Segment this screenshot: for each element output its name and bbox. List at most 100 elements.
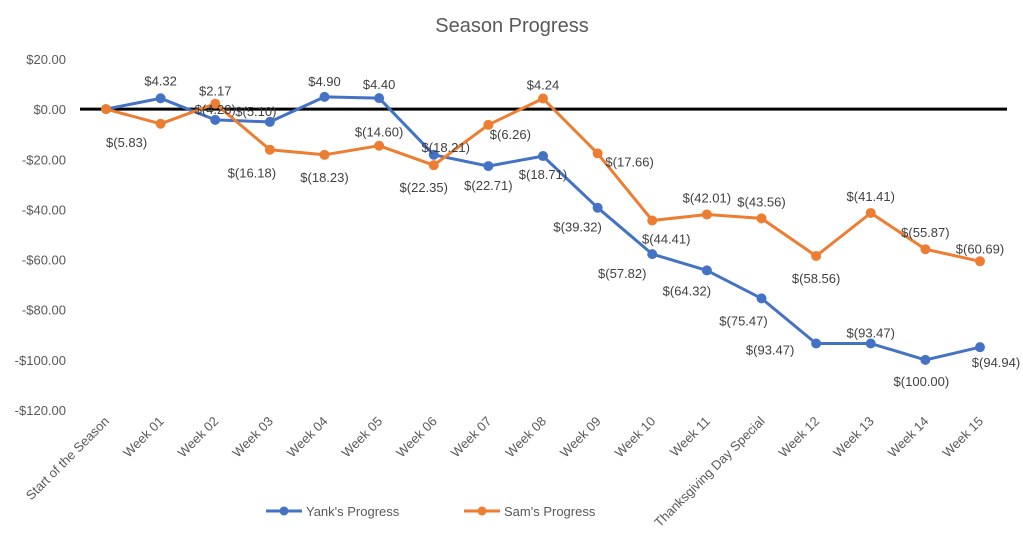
data-label-sam: $(16.18) [228, 166, 276, 181]
data-label-yank: $4.40 [363, 77, 396, 92]
data-point-yank[interactable] [428, 149, 439, 160]
legend-item-yank[interactable]: Yank's Progress [266, 504, 400, 519]
data-point-yank[interactable] [592, 202, 603, 213]
data-label-sam: $(44.41) [642, 231, 690, 246]
x-tick-label: Thanksgiving Day Special [651, 413, 767, 529]
data-label-sam: $(18.23) [300, 170, 348, 185]
data-label-yank: $(57.82) [598, 266, 646, 281]
data-label-yank: $(93.47) [847, 325, 895, 340]
data-label-yank: $(18.21) [422, 140, 470, 155]
data-point-yank[interactable] [538, 151, 548, 162]
data-point-sam[interactable] [647, 215, 658, 226]
x-tick-label: Week 08 [502, 414, 549, 461]
legend-marker-sam [477, 506, 487, 516]
x-tick-label: Week 06 [393, 414, 440, 461]
data-point-sam[interactable] [975, 256, 985, 267]
y-tick-label: -$60.00 [22, 253, 66, 268]
x-tick-label: Week 01 [120, 414, 167, 461]
data-point-yank[interactable] [920, 354, 931, 365]
data-label-yank: $(75.47) [719, 313, 767, 328]
legend: Yank's Progress Sam's Progress [266, 504, 596, 519]
y-axis: $20.00 $0.00 -$20.00 -$40.00 -$60.00 -$80.00 -… [15, 52, 66, 418]
data-point-yank[interactable] [319, 91, 330, 102]
data-point-sam[interactable] [756, 213, 767, 224]
data-point-sam[interactable] [920, 244, 931, 255]
y-tick-label: -$20.00 [22, 152, 66, 167]
data-point-sam[interactable] [101, 104, 111, 115]
data-label-sam: $(22.35) [400, 180, 448, 195]
data-point-sam[interactable] [811, 250, 822, 261]
data-point-yank[interactable] [975, 342, 985, 353]
x-tick-label: Week 11 [667, 414, 713, 460]
legend-label-yank: Yank's Progress [306, 504, 400, 519]
data-label-sam: $(60.69) [956, 241, 1004, 256]
x-tick-label: Week 02 [175, 414, 222, 461]
data-label-yank: $4.90 [308, 74, 341, 89]
data-point-yank[interactable] [865, 338, 876, 349]
data-label-yank: $(64.32) [663, 283, 711, 298]
data-labels: $4.32 $(4.28) $(5.10) $4.90 $4.40 $(18.21) $(2… [106, 73, 1020, 389]
data-label-yank: $4.32 [144, 73, 177, 88]
data-label-sam: $(58.56) [792, 271, 840, 286]
data-label-sam: $(42.01) [683, 190, 731, 205]
data-point-yank[interactable] [701, 265, 712, 276]
data-point-sam[interactable] [428, 160, 439, 171]
data-point-sam[interactable] [865, 207, 876, 218]
x-tick-label: Week 10 [612, 414, 659, 461]
legend-marker-yank [279, 506, 289, 516]
data-label-yank: $(5.10) [235, 104, 276, 119]
data-label-yank: $(4.28) [195, 102, 236, 117]
x-tick-label: Week 04 [284, 414, 331, 461]
y-tick-label: -$80.00 [22, 303, 66, 318]
data-point-sam[interactable] [701, 209, 712, 220]
data-point-yank[interactable] [155, 93, 166, 104]
data-point-sam[interactable] [210, 98, 221, 109]
x-tick-label: Week 14 [885, 414, 932, 461]
data-label-yank: $(94.94) [972, 355, 1020, 370]
data-label-sam: $(41.41) [847, 189, 895, 204]
data-point-sam[interactable] [155, 118, 166, 129]
data-label-sam: $2.17 [199, 84, 232, 99]
data-label-sam: $(17.66) [605, 154, 653, 169]
data-label-sam: $(5.83) [106, 135, 147, 150]
x-tick-label: Week 13 [830, 414, 877, 461]
data-label-yank: $(18.71) [519, 167, 567, 182]
series-layer [101, 91, 985, 365]
y-tick-label: -$100.00 [15, 353, 66, 368]
data-point-yank[interactable] [756, 293, 767, 304]
x-tick-label: Week 07 [448, 414, 495, 461]
data-label-sam: $(14.60) [355, 125, 403, 140]
data-point-sam[interactable] [264, 144, 275, 155]
data-label-yank: $(22.71) [464, 178, 512, 193]
data-label-sam: $(55.87) [901, 225, 949, 240]
data-point-yank[interactable] [210, 114, 221, 125]
data-point-yank[interactable] [811, 338, 822, 349]
data-label-sam: $(6.26) [490, 127, 531, 142]
y-tick-label: $20.00 [26, 52, 66, 67]
legend-label-sam: Sam's Progress [504, 504, 596, 519]
x-tick-label: Week 12 [776, 414, 823, 461]
x-tick-label: Week 15 [939, 414, 986, 461]
x-tick-label: Start of the Season [23, 414, 112, 503]
data-point-yank[interactable] [483, 161, 494, 172]
data-point-yank[interactable] [374, 93, 385, 104]
data-point-sam[interactable] [483, 119, 494, 130]
data-label-yank: $(100.00) [894, 374, 950, 389]
data-label-sam: $4.24 [527, 78, 560, 93]
x-tick-label: Week 09 [557, 414, 604, 461]
data-label-sam: $(43.56) [737, 194, 785, 209]
y-tick-label: -$120.00 [15, 403, 66, 418]
x-tick-label: Week 05 [339, 414, 386, 461]
data-point-yank[interactable] [647, 249, 658, 260]
data-point-sam[interactable] [538, 93, 548, 104]
y-tick-label: -$40.00 [22, 202, 66, 217]
data-label-yank: $(93.47) [746, 342, 794, 357]
data-point-sam[interactable] [319, 149, 330, 160]
data-point-sam[interactable] [592, 148, 603, 159]
data-point-yank[interactable] [264, 116, 275, 127]
legend-item-sam[interactable]: Sam's Progress [464, 504, 596, 519]
data-point-sam[interactable] [374, 140, 385, 151]
x-tick-label: Week 03 [229, 414, 276, 461]
y-tick-label: $0.00 [33, 102, 66, 117]
